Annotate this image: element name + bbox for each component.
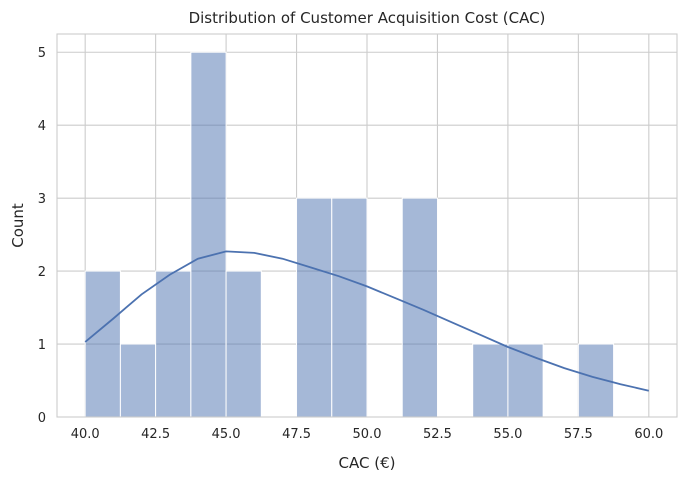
histogram-bar-1 <box>119 343 157 418</box>
x-tick-label-5: 52.5 <box>423 427 452 442</box>
x-tick-label-3: 47.5 <box>282 427 311 442</box>
x-axis-label: CAC (€) <box>339 454 396 472</box>
histogram-bar-12 <box>507 343 544 418</box>
kde-curve <box>84 250 650 392</box>
y-tick-label-0: 0 <box>38 411 46 426</box>
histogram-bar-3 <box>190 51 227 418</box>
histogram-bar-11 <box>472 343 509 418</box>
x-tick-label-6: 55.0 <box>493 427 522 442</box>
y-tick-label-5: 5 <box>38 46 46 61</box>
x-tick-label-2: 45.0 <box>212 427 241 442</box>
x-tick-label-1: 42.5 <box>141 427 170 442</box>
x-tick-labels: 40.0 42.5 45.0 47.5 50.0 52.5 55.0 57.5 60.0 <box>71 427 664 442</box>
histogram-bar-4 <box>225 270 262 418</box>
y-axis-label: Count <box>9 203 27 248</box>
chart-title: Distribution of Customer Acquisition Cos… <box>189 9 546 27</box>
x-tick-label-8: 60.0 <box>634 427 663 442</box>
histogram-bar-0 <box>84 270 121 418</box>
histogram-bar-6 <box>296 197 333 418</box>
x-tick-label-7: 57.5 <box>564 427 593 442</box>
histogram-bar-2 <box>155 270 192 418</box>
x-tick-label-4: 50.0 <box>353 427 382 442</box>
y-tick-label-1: 1 <box>38 338 46 353</box>
y-tick-label-2: 2 <box>38 265 46 280</box>
plot-frame <box>56 33 678 418</box>
y-tick-labels: 0 1 2 3 4 5 <box>38 46 46 426</box>
histogram-bars <box>84 51 615 418</box>
y-tick-label-4: 4 <box>38 119 46 134</box>
histogram-bar-7 <box>331 197 368 418</box>
x-tick-label-0: 40.0 <box>71 427 100 442</box>
y-tick-label-3: 3 <box>38 192 46 207</box>
